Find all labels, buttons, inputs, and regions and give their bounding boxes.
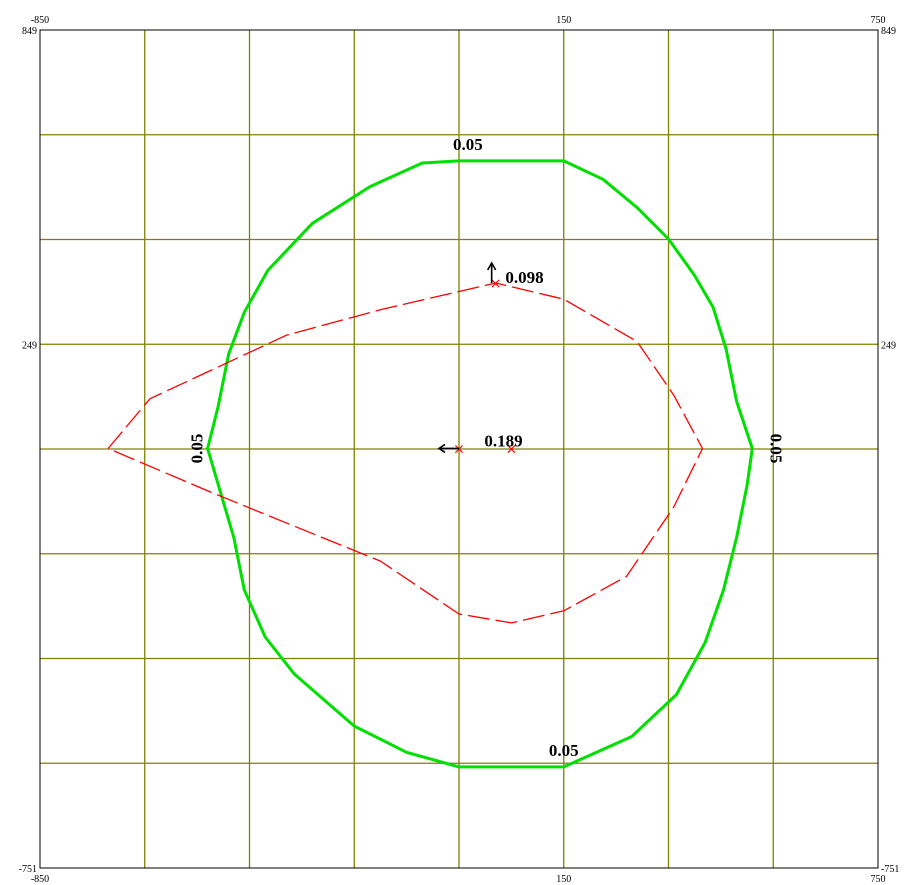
arrow-left	[437, 443, 459, 454]
x-tick-label-top: 150	[556, 15, 571, 26]
y-tick-label-left: 849	[22, 26, 37, 37]
y-tick-label-right: 849	[881, 26, 896, 37]
x-tick-label-top: 750	[871, 15, 886, 26]
y-tick-label-right: -751	[881, 864, 899, 875]
data-annotation: 0.05	[187, 434, 206, 464]
arrow-up	[486, 261, 497, 283]
series-group	[107, 159, 754, 769]
series-line-2	[107, 282, 704, 624]
data-annotation: 0.05	[453, 135, 483, 154]
x-tick-label-top: -850	[31, 15, 49, 26]
data-annotation: 0.05	[767, 434, 786, 464]
grid-lines	[40, 30, 878, 868]
y-tick-label-left: -751	[19, 864, 37, 875]
x-tick-label-bottom: 150	[556, 874, 571, 885]
data-annotation: 0.098	[505, 268, 543, 287]
y-tick-label-right: 249	[881, 340, 896, 351]
data-annotation: 0.189	[484, 431, 522, 450]
point-marker: ×	[490, 276, 502, 292]
y-tick-label-left: 249	[22, 340, 37, 351]
point-marker: ×	[453, 441, 465, 457]
plot-frame	[39, 29, 879, 869]
series-line-1	[206, 159, 754, 769]
x-tick-label-bottom: -850	[31, 874, 49, 885]
data-annotation: 0.05	[549, 741, 579, 760]
annotation-group: 0.05 0.05 0.05 0.05 0.098 0.189	[187, 135, 785, 760]
x-tick-label-bottom: 750	[871, 874, 886, 885]
marker-group: × × ×	[437, 261, 518, 457]
point-marker: ×	[506, 441, 518, 457]
